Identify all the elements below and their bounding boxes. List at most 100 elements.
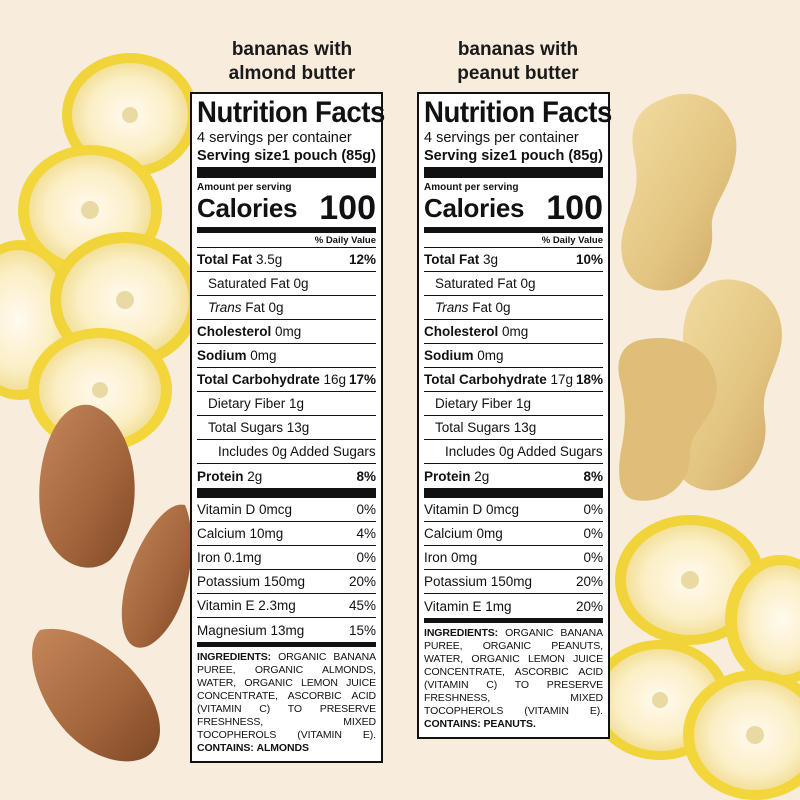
left-heading-line1: bananas with — [231, 39, 353, 60]
cholesterol-row: Cholesterol 0mg — [197, 320, 376, 344]
nutrient-pct: 10% — [575, 252, 603, 267]
peanut-icon — [621, 93, 737, 291]
daily-value-header: % Daily Value — [424, 233, 603, 248]
banana-slices-right — [590, 515, 800, 800]
vitamin-row: Iron 0.1mg 0% — [197, 546, 376, 570]
almond-icon — [32, 628, 160, 762]
servings-per-container: 4 servings per container — [197, 130, 352, 146]
vitamin-name: Magnesium 13mg — [197, 622, 305, 638]
calories-row: Calories 100 — [424, 191, 603, 225]
daily-value-header: % Daily Value — [197, 233, 376, 248]
nutrient-amount: 16g — [323, 372, 347, 387]
sugars-row: Total Sugars 13g — [197, 416, 376, 440]
carbohydrate-row: Total Carbohydrate 17g 18% — [424, 368, 603, 392]
nutrition-label-almond: Nutrition Facts 4 servings per container… — [190, 92, 385, 763]
serving-size-label: Serving size — [424, 148, 509, 164]
serving-size-value: 1 pouch (85g) — [508, 148, 603, 164]
banana-slices-left — [0, 53, 200, 452]
nutrient-pct: 8% — [583, 468, 603, 484]
trans-rest: Fat 0g — [472, 300, 511, 315]
vitamin-name: Iron 0.1mg — [197, 550, 262, 565]
servings-per-container: 4 servings per container — [424, 130, 579, 146]
nutrient-amount: 3.5g — [256, 252, 283, 267]
vitamin-name: Calcium 10mg — [197, 526, 284, 541]
amount-per-serving: Amount per serving — [424, 182, 519, 193]
vitamin-row: Magnesium 13mg 15% — [197, 618, 376, 642]
vitamin-name: Calcium 0mg — [424, 526, 503, 541]
nutrient-pct: 8% — [356, 468, 376, 484]
divider-medium — [197, 227, 376, 233]
vitamin-pct: 15% — [348, 622, 376, 638]
vitamin-name: Vitamin E 2.3mg — [197, 598, 296, 613]
serving-size-row: Serving size 1 pouch (85g) — [424, 147, 603, 165]
total-fat-row: Total Fat 3g 10% — [424, 248, 603, 272]
vitamin-name: Iron 0mg — [424, 550, 478, 565]
calories-label: Calories — [424, 193, 525, 223]
nutrient-label: Saturated Fat 0g — [208, 276, 309, 291]
serving-size-label: Serving size — [197, 148, 282, 164]
ingredients-statement: INGREDIENTS: ORGANIC BANANA PUREE, ORGAN… — [424, 623, 603, 737]
ingredients-statement: INGREDIENTS: ORGANIC BANANA PUREE, ORGAN… — [197, 647, 376, 761]
nutrient-label: Total Sugars 13g — [208, 420, 310, 435]
nutrient-label: Protein — [424, 468, 471, 484]
serving-size-value: 1 pouch (85g) — [281, 148, 376, 164]
added-sugars-row: Includes 0g Added Sugars — [197, 440, 376, 464]
nutrition-facts-title: Nutrition Facts — [424, 96, 612, 129]
nutrient-label: Saturated Fat 0g — [435, 276, 536, 291]
trans-fat-row: Trans Fat 0g — [197, 296, 376, 320]
left-product-heading: bananas with almond butter — [192, 38, 392, 86]
sodium-row: Sodium 0mg — [424, 344, 603, 368]
vitamin-row: Vitamin D 0mcg 0% — [197, 498, 376, 522]
nutrient-pct: 18% — [575, 372, 603, 387]
divider-medium — [424, 618, 603, 623]
ingredients-text: ORGANIC BANANA PUREE, ORGANIC PEANUTS, W… — [424, 627, 603, 717]
divider-medium — [197, 642, 376, 647]
vitamin-name: Potassium 150mg — [197, 574, 306, 589]
divider-thick — [424, 167, 603, 178]
trans-fat-row: Trans Fat 0g — [424, 296, 603, 320]
calories-value: 100 — [319, 189, 376, 227]
nutrient-label: Includes 0g Added Sugars — [445, 444, 603, 459]
vitamin-row: Vitamin E 2.3mg 45% — [197, 594, 376, 618]
nutrient-amount: 0mg — [275, 324, 302, 339]
nutrition-label-peanut: Nutrition Facts 4 servings per container… — [417, 92, 612, 739]
protein-row: Protein 2g 8% — [424, 464, 603, 488]
divider-medium — [424, 227, 603, 233]
vitamin-pct: 0% — [356, 502, 376, 517]
nutrient-label: Protein — [197, 468, 244, 484]
vitamin-row: Potassium 150mg 20% — [197, 570, 376, 594]
nutrient-label: Total Sugars 13g — [435, 420, 537, 435]
cholesterol-row: Cholesterol 0mg — [424, 320, 603, 344]
vitamin-pct: 20% — [348, 574, 376, 589]
nutrient-amount: 3g — [483, 252, 499, 267]
almond-icon — [121, 504, 192, 648]
right-heading-line2: peanut butter — [457, 63, 579, 84]
carbohydrate-row: Total Carbohydrate 16g 17% — [197, 368, 376, 392]
nutrient-pct: 17% — [348, 372, 376, 387]
vitamin-pct: 4% — [356, 526, 376, 541]
nutrient-label: Includes 0g Added Sugars — [218, 444, 376, 459]
nutrient-label: Dietary Fiber 1g — [435, 396, 532, 411]
vitamin-name: Vitamin D 0mcg — [197, 502, 293, 517]
banana-slice-icon — [725, 555, 800, 685]
protein-row: Protein 2g 8% — [197, 464, 376, 488]
vitamin-pct: 20% — [575, 598, 603, 614]
fiber-row: Dietary Fiber 1g — [424, 392, 603, 416]
ingredients-label: INGREDIENTS: — [424, 627, 499, 639]
contains-value: ALMONDS — [256, 742, 309, 754]
vitamin-name: Vitamin D 0mcg — [424, 502, 520, 517]
nutrient-label: Sodium — [424, 348, 474, 363]
added-sugars-row: Includes 0g Added Sugars — [424, 440, 603, 464]
contains-value: PEANUTS. — [483, 718, 536, 730]
nutrient-pct: 12% — [348, 252, 376, 267]
vitamin-row: Calcium 0mg 0% — [424, 522, 603, 546]
vitamin-pct: 0% — [583, 526, 603, 541]
vitamin-pct: 0% — [583, 502, 603, 517]
peanut-icon — [671, 279, 782, 491]
nutrient-label: Cholesterol — [197, 324, 272, 339]
divider-thick — [197, 167, 376, 178]
trans-label: Trans — [435, 300, 469, 315]
vitamin-row: Vitamin D 0mcg 0% — [424, 498, 603, 522]
trans-rest: Fat 0g — [245, 300, 284, 315]
right-product-heading: bananas with peanut butter — [418, 38, 618, 86]
